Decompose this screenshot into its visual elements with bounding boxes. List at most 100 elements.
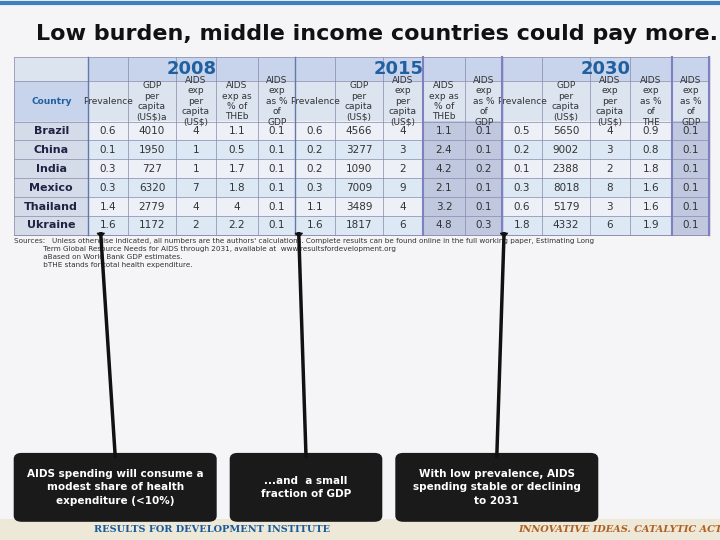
Text: 1.6: 1.6 <box>643 183 660 193</box>
Text: 0.1: 0.1 <box>683 164 699 174</box>
Text: 2: 2 <box>192 220 199 231</box>
Text: 1.1: 1.1 <box>307 201 323 212</box>
Text: Low burden, middle income countries could pay more..?: Low burden, middle income countries coul… <box>36 24 720 44</box>
Text: 5179: 5179 <box>553 201 579 212</box>
Text: 5650: 5650 <box>553 126 579 136</box>
Text: 0.3: 0.3 <box>100 164 116 174</box>
Text: 9002: 9002 <box>553 145 579 155</box>
Text: AIDS
exp
per
capita
(US$): AIDS exp per capita (US$) <box>596 76 624 126</box>
Text: 3: 3 <box>607 145 613 155</box>
Text: Thailand: Thailand <box>24 201 78 212</box>
Text: 4: 4 <box>192 126 199 136</box>
Text: Country: Country <box>31 97 71 106</box>
Text: 2030: 2030 <box>581 60 631 78</box>
Text: AIDS
exp
per
capita
(US$): AIDS exp per capita (US$) <box>389 76 417 126</box>
Text: 0.5: 0.5 <box>229 145 246 155</box>
Text: 0.1: 0.1 <box>269 183 285 193</box>
Text: 0.2: 0.2 <box>307 145 323 155</box>
Text: 3: 3 <box>400 145 406 155</box>
Text: Sources:   Unless otherwise indicated, all numbers are the authors' calculations: Sources: Unless otherwise indicated, all… <box>14 238 595 268</box>
Text: 2.1: 2.1 <box>436 183 452 193</box>
Text: 0.1: 0.1 <box>475 126 492 136</box>
Text: 0.1: 0.1 <box>514 164 530 174</box>
Text: 1.8: 1.8 <box>513 220 531 231</box>
Text: 0.1: 0.1 <box>475 145 492 155</box>
Text: 1.6: 1.6 <box>643 201 660 212</box>
Text: AIDS
exp as
% of
THEb: AIDS exp as % of THEb <box>222 81 252 122</box>
Text: 4: 4 <box>234 201 240 212</box>
Text: 727: 727 <box>142 164 162 174</box>
Text: 4.8: 4.8 <box>436 220 452 231</box>
Text: 2: 2 <box>400 164 406 174</box>
Text: 1: 1 <box>192 145 199 155</box>
Text: 0.6: 0.6 <box>307 126 323 136</box>
Text: 4566: 4566 <box>346 126 372 136</box>
Text: 4: 4 <box>400 201 406 212</box>
Text: GDP
per
capita
(US$): GDP per capita (US$) <box>552 81 580 122</box>
Text: 0.1: 0.1 <box>269 164 285 174</box>
Text: 0.1: 0.1 <box>269 145 285 155</box>
Text: 2.4: 2.4 <box>436 145 452 155</box>
Text: 3: 3 <box>607 201 613 212</box>
Text: 3277: 3277 <box>346 145 372 155</box>
Text: 0.1: 0.1 <box>269 201 285 212</box>
Text: 1.8: 1.8 <box>643 164 660 174</box>
Text: 1.6: 1.6 <box>307 220 323 231</box>
Text: 0.1: 0.1 <box>100 145 116 155</box>
Text: AIDS
exp
per
capita
(US$): AIDS exp per capita (US$) <box>182 76 210 126</box>
Text: 0.1: 0.1 <box>683 183 699 193</box>
Text: 4: 4 <box>607 126 613 136</box>
Text: 0.2: 0.2 <box>514 145 530 155</box>
Text: 1950: 1950 <box>139 145 165 155</box>
Text: AIDS
exp
as %
of
THE: AIDS exp as % of THE <box>640 76 662 126</box>
Text: AIDS
exp as
% of
THEb: AIDS exp as % of THEb <box>429 81 459 122</box>
Text: Prevalence: Prevalence <box>497 97 547 106</box>
Text: 0.1: 0.1 <box>269 220 285 231</box>
Text: 1.4: 1.4 <box>99 201 117 212</box>
Text: 1.9: 1.9 <box>643 220 660 231</box>
Text: ...and  a small
fraction of GDP: ...and a small fraction of GDP <box>261 476 351 499</box>
Text: RESULTS FOR DEVELOPMENT INSTITUTE: RESULTS FOR DEVELOPMENT INSTITUTE <box>94 525 330 534</box>
Text: 2: 2 <box>607 164 613 174</box>
Text: 0.2: 0.2 <box>307 164 323 174</box>
Text: Ukraine: Ukraine <box>27 220 76 231</box>
Text: 1.6: 1.6 <box>99 220 117 231</box>
Text: 2.2: 2.2 <box>229 220 246 231</box>
Text: Mexico: Mexico <box>30 183 73 193</box>
Text: 0.2: 0.2 <box>475 164 492 174</box>
Text: 0.1: 0.1 <box>269 126 285 136</box>
Text: 0.3: 0.3 <box>307 183 323 193</box>
Text: 0.3: 0.3 <box>100 183 116 193</box>
Text: 6320: 6320 <box>139 183 165 193</box>
Text: China: China <box>34 145 69 155</box>
Text: 8: 8 <box>607 183 613 193</box>
Text: 1: 1 <box>192 164 199 174</box>
Text: AIDS
exp
as %
of
GDP: AIDS exp as % of GDP <box>473 76 495 126</box>
Text: 0.3: 0.3 <box>514 183 530 193</box>
Text: AIDS
exp
as %
of
GDP: AIDS exp as % of GDP <box>680 76 701 126</box>
Text: 2388: 2388 <box>553 164 579 174</box>
Text: 0.6: 0.6 <box>514 201 530 212</box>
Text: 1090: 1090 <box>346 164 372 174</box>
Text: 1.8: 1.8 <box>229 183 246 193</box>
Text: 9: 9 <box>400 183 406 193</box>
Text: 4: 4 <box>400 126 406 136</box>
Text: GDP
per
capita
(US$)a: GDP per capita (US$)a <box>137 81 167 122</box>
Text: 2008: 2008 <box>166 60 217 78</box>
Text: 0.1: 0.1 <box>475 201 492 212</box>
Text: 1.1: 1.1 <box>436 126 452 136</box>
Text: 2779: 2779 <box>139 201 165 212</box>
Text: 2015: 2015 <box>374 60 423 78</box>
Text: 3.2: 3.2 <box>436 201 452 212</box>
Text: 7009: 7009 <box>346 183 372 193</box>
Text: With low prevalence, AIDS
spending stable or declining
to 2031: With low prevalence, AIDS spending stabl… <box>413 469 581 505</box>
Text: 4: 4 <box>192 201 199 212</box>
Text: 6: 6 <box>400 220 406 231</box>
Text: 0.9: 0.9 <box>643 126 660 136</box>
Text: 0.1: 0.1 <box>683 126 699 136</box>
Text: 1817: 1817 <box>346 220 372 231</box>
Text: 0.1: 0.1 <box>683 145 699 155</box>
Text: 0.1: 0.1 <box>475 183 492 193</box>
Text: GDP
per
capita
(US$): GDP per capita (US$) <box>345 81 373 122</box>
Text: 4.2: 4.2 <box>436 164 452 174</box>
